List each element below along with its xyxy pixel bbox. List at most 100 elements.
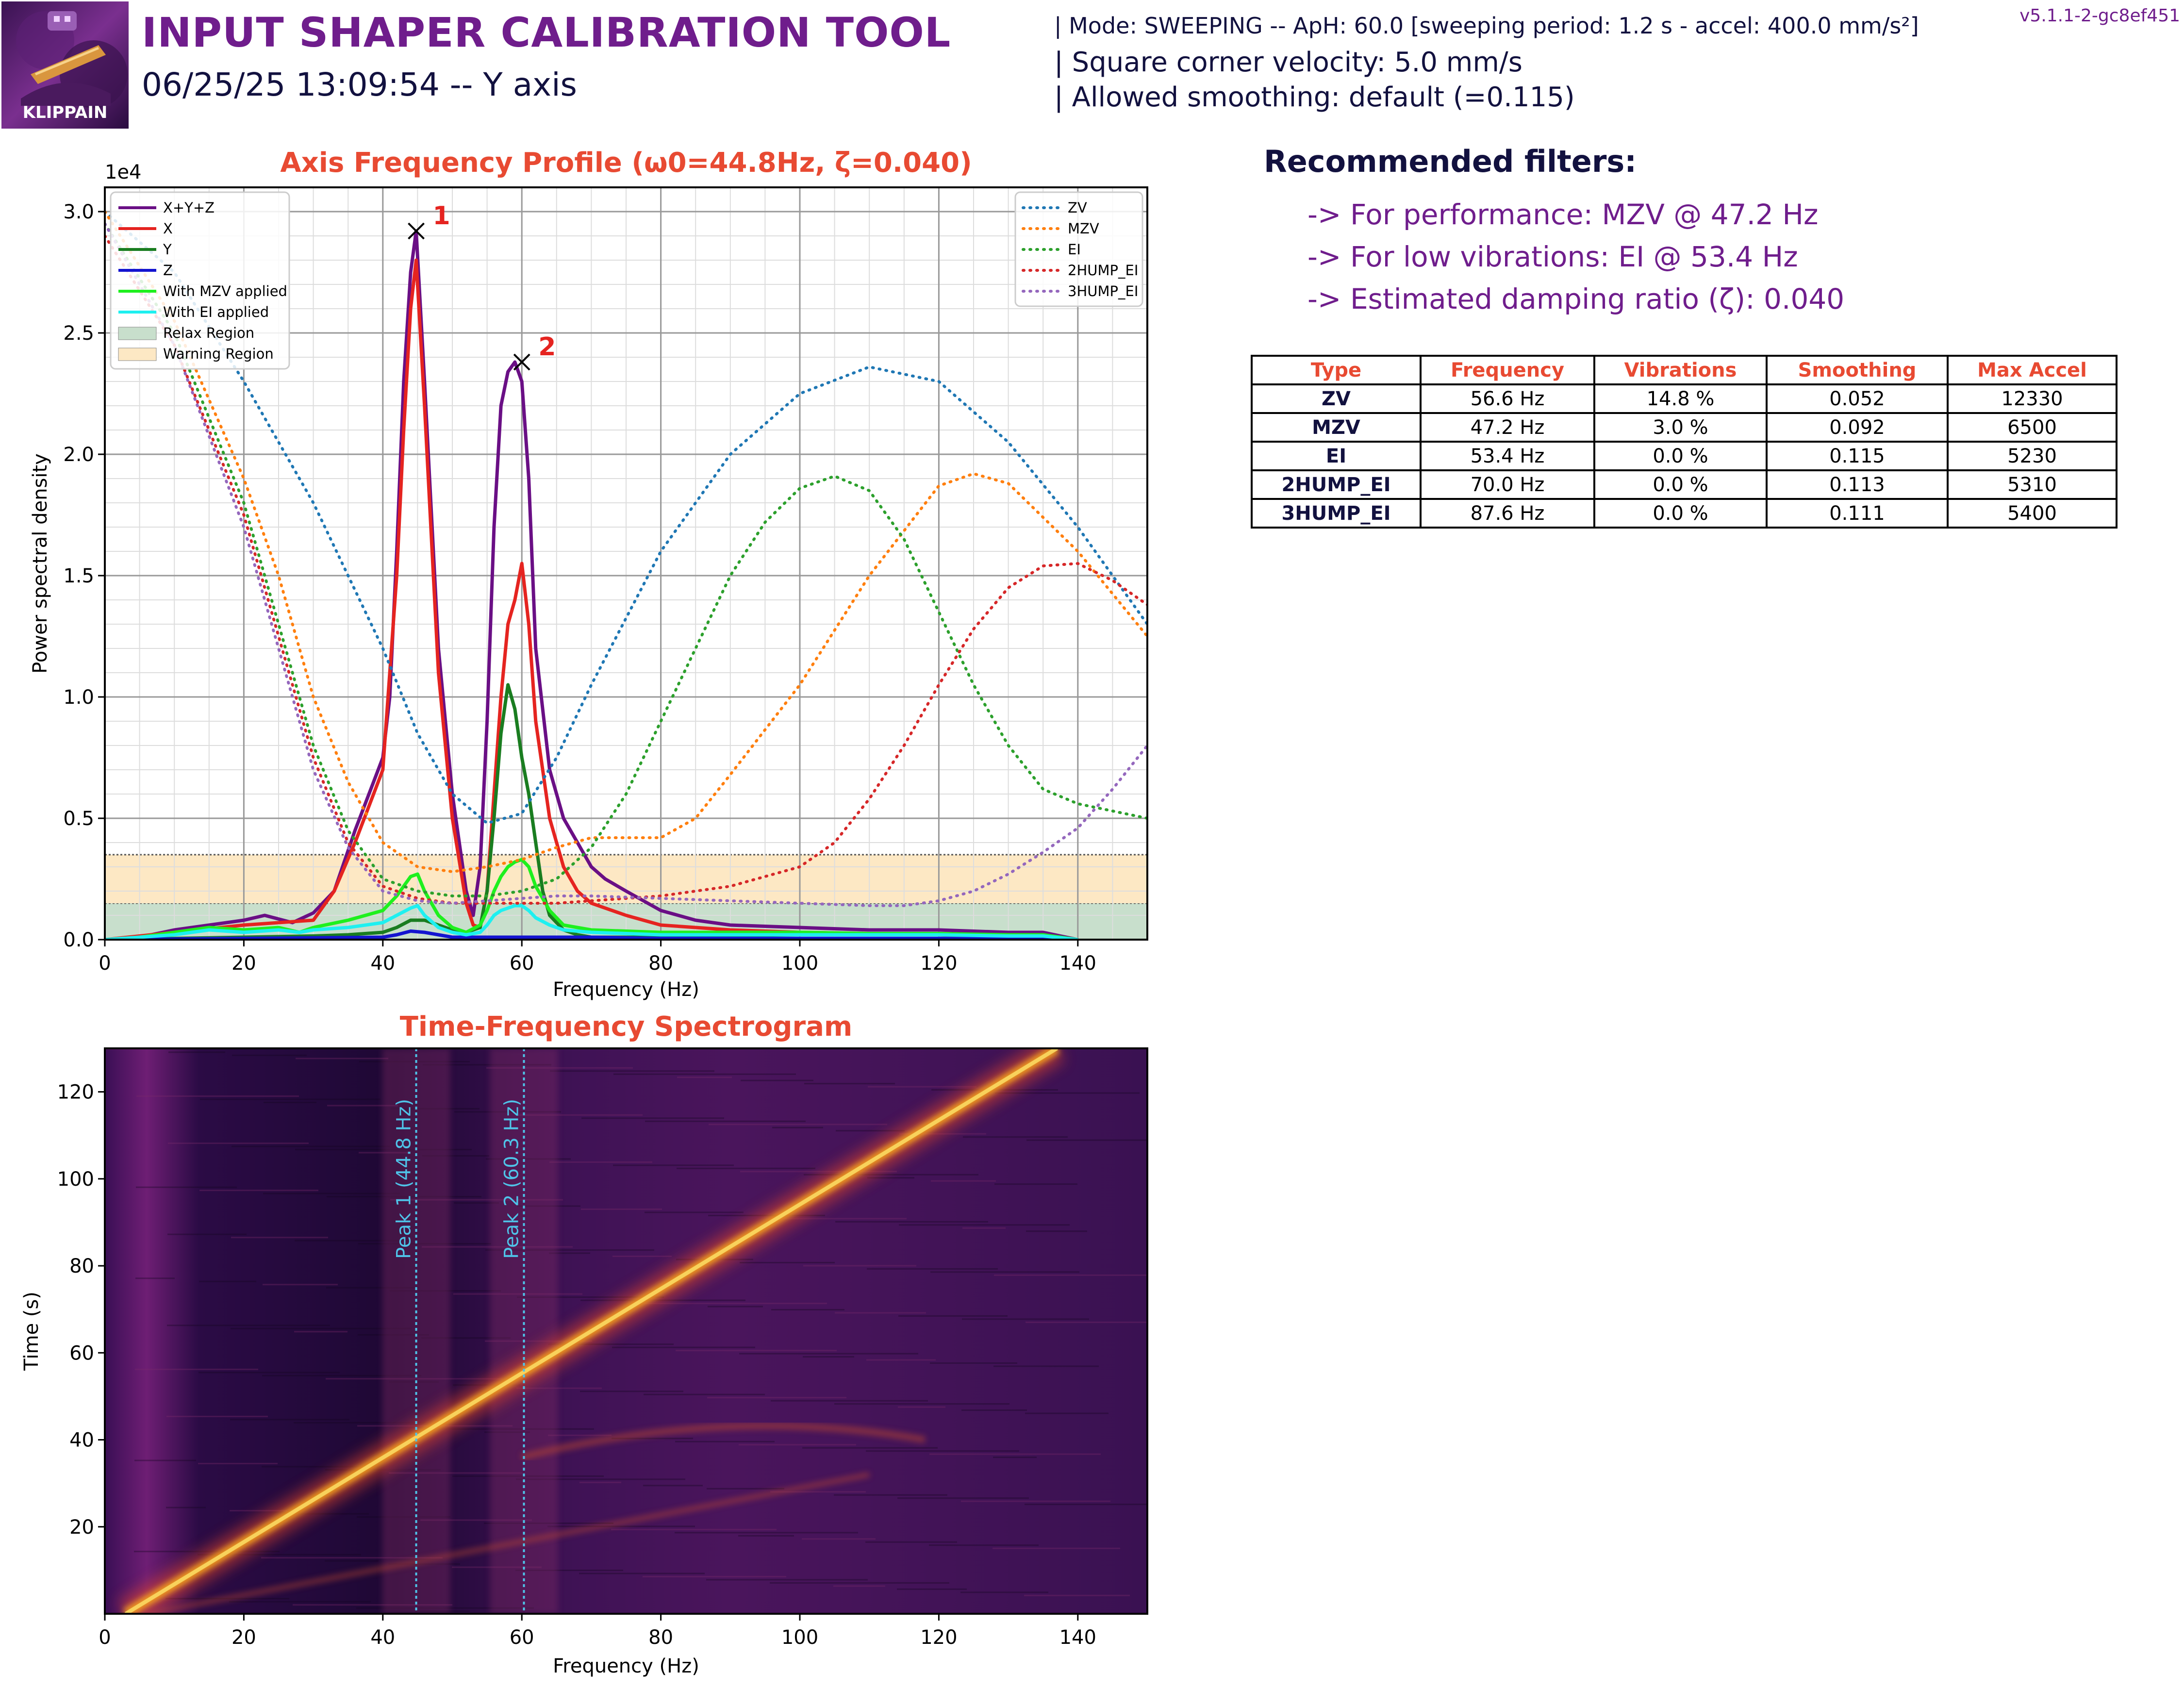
y-tick-label: 2.5: [63, 322, 94, 345]
x-tick-label: 60: [510, 1626, 534, 1649]
filter-type-cell: ZV: [1251, 383, 1422, 414]
peak-marker: [408, 222, 425, 240]
resonance-band: [490, 1048, 558, 1614]
y-tick-label: 0.5: [63, 808, 94, 830]
sweep-core: [124, 1048, 1058, 1614]
psd-x-axis-label: Frequency (Hz): [553, 978, 699, 1001]
x-tick-label: 20: [232, 1626, 256, 1649]
filter-type-cell: EI: [1251, 441, 1422, 471]
filter-frequency-cell: 53.4 Hz: [1420, 441, 1595, 471]
peak-vline-label: Peak 1 (44.8 Hz): [393, 1099, 415, 1259]
filter-frequency-cell: 56.6 Hz: [1420, 383, 1595, 414]
x-tick-label: 40: [370, 1626, 395, 1649]
y-scale-label: 1e4: [105, 161, 142, 183]
series-line: [105, 683, 1078, 940]
x-tick-label: 80: [648, 1626, 673, 1649]
series-line: [105, 222, 1147, 897]
legend-entry: With EI applied: [163, 304, 269, 320]
filter-max-accel-cell: 5400: [1947, 498, 2118, 529]
legend-patch: [118, 348, 157, 361]
harmonic-curve: [521, 1422, 926, 1461]
x-tick-label: 80: [648, 952, 673, 975]
filter-smoothing-cell: 0.092: [1766, 412, 1949, 443]
x-tick-label: 20: [232, 952, 256, 975]
header-subtitle: 06/25/25 13:09:54 -- Y axis: [142, 66, 577, 103]
column-header-type: Type: [1251, 355, 1422, 385]
x-tick-label: 140: [1059, 1626, 1096, 1649]
filter-max-accel-cell: 12330: [1947, 383, 2118, 414]
psd-chart-title: Axis Frequency Profile (ω0=44.8Hz, ζ=0.0…: [280, 147, 972, 179]
y-tick-label: 20: [69, 1516, 94, 1539]
filter-vibrations-cell: 14.8 %: [1593, 383, 1768, 414]
legend-box: [1014, 191, 1143, 307]
y-tick-label: 100: [57, 1168, 94, 1191]
peak-vline-label: Peak 2 (60.3 Hz): [500, 1099, 523, 1259]
filter-type-cell: 3HUMP_EI: [1251, 498, 1422, 529]
peak-label: 1: [433, 201, 450, 231]
legend-entry: EI: [1068, 241, 1081, 258]
legend-patch: [118, 327, 157, 340]
x-tick-label: 100: [781, 952, 818, 975]
spectrogram-frame: [104, 1047, 1148, 1615]
y-tick-label: 80: [69, 1255, 94, 1277]
allowed-smoothing-line: | Allowed smoothing: default (=0.115): [1054, 82, 1575, 113]
filter-frequency-cell: 47.2 Hz: [1420, 412, 1595, 443]
recommendation-low-vibrations: -> For low vibrations: EI @ 53.4 Hz: [1307, 240, 1798, 273]
y-tick-label: 1.0: [63, 686, 94, 709]
legend-entry: X+Y+Z: [163, 199, 215, 216]
app-title: INPUT SHAPER CALIBRATION TOOL: [142, 9, 951, 56]
column-header-frequency: Frequency: [1420, 355, 1595, 385]
legend-entry: 3HUMP_EI: [1068, 283, 1138, 299]
table-row: EI 53.4 Hz 0.0 % 0.115 5230: [1251, 441, 2118, 471]
legend-entry: Warning Region: [163, 346, 274, 362]
column-header-smoothing: Smoothing: [1766, 355, 1949, 385]
filter-smoothing-cell: 0.111: [1766, 498, 1949, 529]
column-header-max-accel: Max Accel: [1947, 355, 2118, 385]
y-tick-label: 2.0: [63, 444, 94, 466]
psd-series-group: [105, 210, 1147, 940]
legend-entry: X: [163, 220, 173, 237]
filter-max-accel-cell: 5230: [1947, 441, 2118, 471]
filter-comparison-table: Type Frequency Vibrations Smoothing Max …: [1251, 355, 2118, 529]
y-tick-label: 0.0: [63, 929, 94, 951]
filter-smoothing-cell: 0.113: [1766, 469, 1949, 500]
series-line: [105, 222, 1147, 907]
x-tick-label: 0: [99, 952, 111, 975]
filter-vibrations-cell: 3.0 %: [1593, 412, 1768, 443]
y-tick-label: 1.5: [63, 565, 94, 587]
series-line: [105, 904, 1078, 940]
filter-smoothing-cell: 0.115: [1766, 441, 1949, 471]
filter-max-accel-cell: 6500: [1947, 412, 2118, 443]
filter-vibrations-cell: 0.0 %: [1593, 469, 1768, 500]
spectrogram-heatmap: [105, 1048, 1147, 1614]
x-tick-label: 0: [99, 1626, 111, 1649]
legend-entry: Y: [163, 241, 172, 258]
x-tick-label: 120: [920, 952, 957, 975]
series-line: [105, 929, 1078, 940]
spectrogram-y-axis-label: Time (s): [20, 1292, 43, 1371]
legend-entry: MZV: [1068, 220, 1099, 237]
filter-vibrations-cell: 0.0 %: [1593, 441, 1768, 471]
legend-entry: ZV: [1068, 199, 1087, 216]
column-header-vibrations: Vibrations: [1593, 355, 1768, 385]
legend-entry: 2HUMP_EI: [1068, 262, 1138, 279]
filter-frequency-cell: 87.6 Hz: [1420, 498, 1595, 529]
legend-entry: Relax Region: [163, 325, 254, 341]
recommendation-damping-ratio: -> Estimated damping ratio (ζ): 0.040: [1307, 282, 1845, 315]
legend-entry: With MZV applied: [163, 283, 287, 299]
x-tick-label: 100: [781, 1626, 818, 1649]
recommendation-performance: -> For performance: MZV @ 47.2 Hz: [1307, 198, 1819, 231]
filter-frequency-cell: 70.0 Hz: [1420, 469, 1595, 500]
resonance-band: [382, 1048, 450, 1614]
peak-label: 2: [538, 332, 556, 362]
filter-max-accel-cell: 5310: [1947, 469, 2118, 500]
filter-type-cell: 2HUMP_EI: [1251, 469, 1422, 500]
klippain-logo: KLIPPAIN: [1, 1, 129, 129]
table-row: ZV 56.6 Hz 14.8 % 0.052 12330: [1251, 383, 2118, 414]
recommended-filters-title: Recommended filters:: [1264, 144, 1637, 179]
y-tick-label: 40: [69, 1429, 94, 1452]
psd-y-axis-label: Power spectral density: [29, 453, 51, 674]
y-tick-label: 120: [57, 1081, 94, 1104]
spectrogram-title: Time-Frequency Spectrogram: [400, 1011, 853, 1043]
x-tick-label: 140: [1059, 952, 1096, 975]
